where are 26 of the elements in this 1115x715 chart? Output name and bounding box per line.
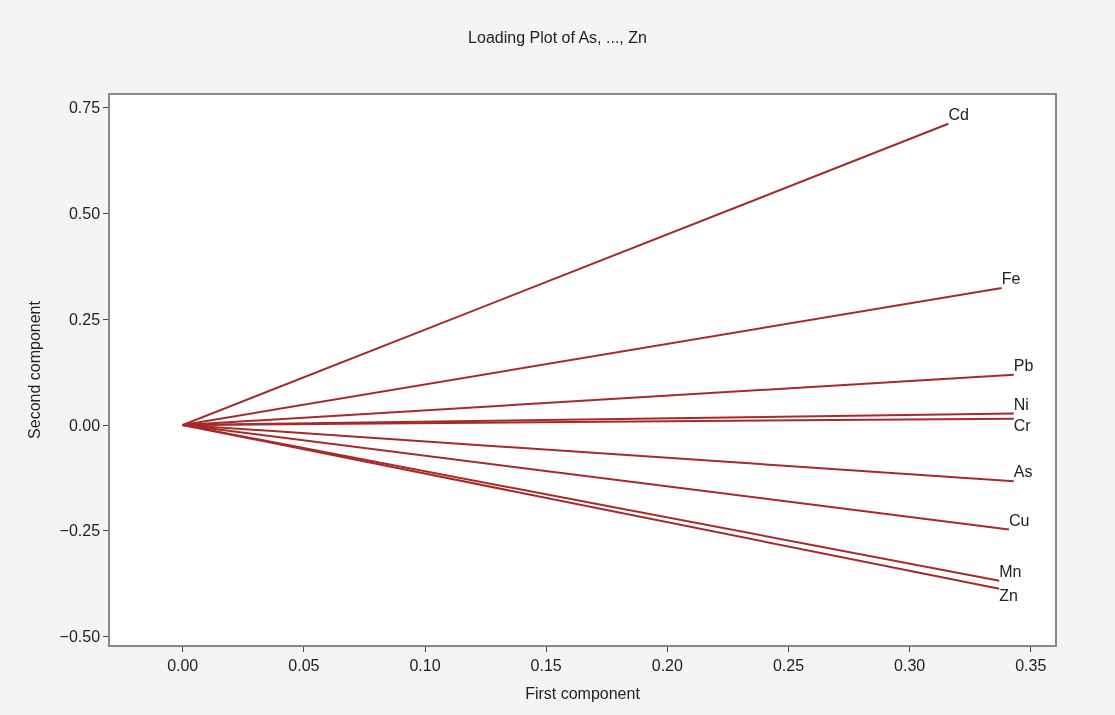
series-label: Ni — [1013, 395, 1029, 413]
series-label: Cd — [948, 105, 969, 123]
series-label: Cr — [1013, 416, 1032, 434]
x-axis-title: First component — [525, 685, 641, 703]
series-label: Zn — [999, 586, 1018, 604]
series-label: Cu — [1008, 511, 1030, 529]
x-tick-label: 0.35 — [1015, 656, 1047, 674]
series-label: Mn — [999, 562, 1022, 580]
y-tick-label: −0.50 — [59, 628, 101, 646]
y-tick-label: −0.25 — [59, 522, 101, 540]
x-tick-label: 0.20 — [651, 656, 683, 674]
series-label: As — [1013, 463, 1033, 481]
y-axis-title: Second component — [25, 300, 43, 439]
x-tick-label: 0.00 — [167, 656, 199, 674]
series-label: Pb — [1013, 356, 1034, 374]
y-tick-label: 0.00 — [68, 416, 101, 434]
series-label: Fe — [1001, 269, 1021, 287]
y-tick-label: 0.25 — [68, 310, 101, 328]
x-tick-label: 0.15 — [530, 656, 562, 674]
y-tick-label: 0.75 — [68, 99, 101, 117]
x-tick-label: 0.10 — [409, 656, 441, 674]
x-tick-label: 0.25 — [772, 656, 805, 674]
y-tick-label: 0.50 — [68, 205, 101, 223]
x-tick-label: 0.05 — [288, 656, 320, 674]
x-tick-label: 0.30 — [894, 656, 926, 674]
chart-title: Loading Plot of As, ..., Zn — [468, 29, 647, 47]
